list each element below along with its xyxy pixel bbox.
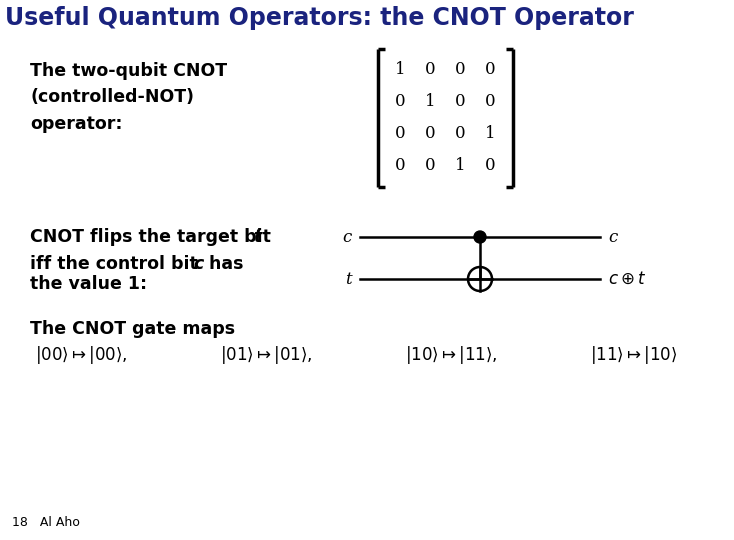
Text: $|01\rangle \mapsto |01\rangle,$: $|01\rangle \mapsto |01\rangle,$	[220, 344, 313, 366]
Text: 0: 0	[484, 158, 495, 174]
Text: CNOT flips the target bit: CNOT flips the target bit	[30, 228, 277, 246]
Text: 0: 0	[425, 125, 435, 143]
Text: the value 1:: the value 1:	[30, 275, 147, 293]
Text: 1: 1	[454, 158, 465, 174]
Text: 0: 0	[395, 93, 405, 111]
Text: c: c	[193, 255, 203, 273]
Text: 0: 0	[454, 93, 465, 111]
Text: 0: 0	[454, 125, 465, 143]
Text: $c \oplus t$: $c \oplus t$	[608, 271, 647, 287]
Text: 0: 0	[395, 158, 405, 174]
Text: 1: 1	[425, 93, 435, 111]
Text: 0: 0	[484, 62, 495, 78]
Text: 0: 0	[484, 93, 495, 111]
Text: c: c	[343, 228, 352, 246]
Text: 1: 1	[484, 125, 495, 143]
Text: 0: 0	[425, 62, 435, 78]
Text: The two-qubit CNOT
(controlled-NOT)
operator:: The two-qubit CNOT (controlled-NOT) oper…	[30, 62, 227, 133]
Text: 1: 1	[395, 62, 405, 78]
Text: 0: 0	[395, 125, 405, 143]
Text: 0: 0	[425, 158, 435, 174]
FancyBboxPatch shape	[0, 0, 734, 35]
Text: $|11\rangle \mapsto |10\rangle$: $|11\rangle \mapsto |10\rangle$	[590, 344, 677, 366]
Text: has: has	[203, 255, 244, 273]
Text: $|10\rangle \mapsto |11\rangle,$: $|10\rangle \mapsto |11\rangle,$	[405, 344, 498, 366]
Text: t: t	[346, 271, 352, 287]
Text: iff the control bit: iff the control bit	[30, 255, 204, 273]
Text: 18   Al Aho: 18 Al Aho	[12, 516, 80, 529]
Text: $|00\rangle \mapsto |00\rangle,$: $|00\rangle \mapsto |00\rangle,$	[35, 344, 128, 366]
Text: c: c	[608, 228, 617, 246]
Text: t: t	[253, 228, 261, 246]
Text: 0: 0	[454, 62, 465, 78]
Circle shape	[474, 231, 486, 243]
Text: Useful Quantum Operators: the CNOT Operator: Useful Quantum Operators: the CNOT Opera…	[5, 6, 634, 30]
Text: The CNOT gate maps: The CNOT gate maps	[30, 320, 235, 338]
